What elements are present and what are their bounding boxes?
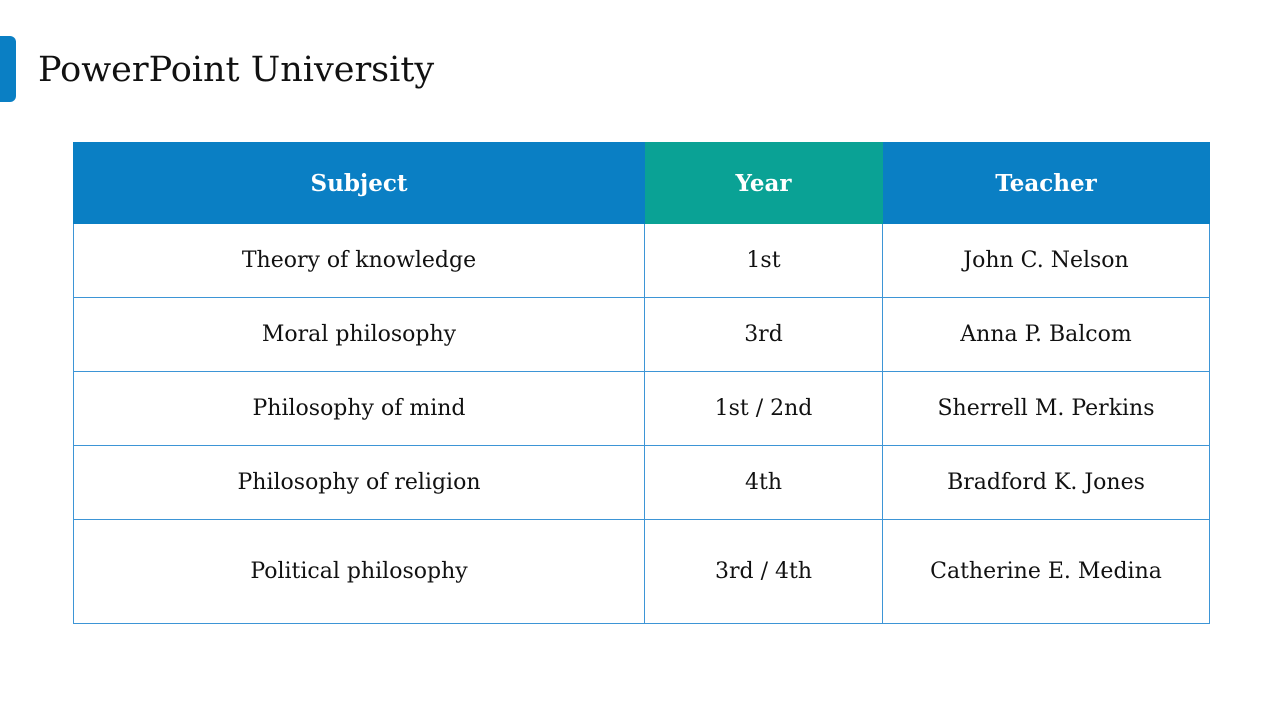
cell-year: 3rd (644, 297, 883, 372)
cell-subject: Moral philosophy (73, 297, 645, 372)
cell-teacher: John C. Nelson (882, 223, 1210, 298)
table-header: Subject Year Teacher (73, 142, 1210, 224)
table-body: Theory of knowledge 1st John C. Nelson M… (73, 223, 1210, 624)
cell-teacher: Bradford K. Jones (882, 445, 1210, 520)
cell-teacher: Anna P. Balcom (882, 297, 1210, 372)
title-accent-bar (0, 36, 16, 102)
table-row: Philosophy of mind 1st / 2nd Sherrell M.… (73, 371, 1210, 446)
table-row: Political philosophy 3rd / 4th Catherine… (73, 519, 1210, 624)
cell-year: 1st / 2nd (644, 371, 883, 446)
cell-subject: Philosophy of mind (73, 371, 645, 446)
header-row: Subject Year Teacher (73, 142, 1210, 224)
cell-subject: Philosophy of religion (73, 445, 645, 520)
slide-title: PowerPoint University (38, 50, 435, 90)
header-year: Year (644, 142, 883, 224)
cell-teacher: Catherine E. Medina (882, 519, 1210, 624)
table-row: Theory of knowledge 1st John C. Nelson (73, 223, 1210, 298)
cell-year: 3rd / 4th (644, 519, 883, 624)
header-subject: Subject (73, 142, 645, 224)
cell-teacher: Sherrell M. Perkins (882, 371, 1210, 446)
table-row: Philosophy of religion 4th Bradford K. J… (73, 445, 1210, 520)
cell-year: 4th (644, 445, 883, 520)
cell-subject: Political philosophy (73, 519, 645, 624)
cell-subject: Theory of knowledge (73, 223, 645, 298)
course-table: Subject Year Teacher Theory of knowledge… (73, 142, 1210, 624)
table-row: Moral philosophy 3rd Anna P. Balcom (73, 297, 1210, 372)
cell-year: 1st (644, 223, 883, 298)
header-teacher: Teacher (882, 142, 1210, 224)
